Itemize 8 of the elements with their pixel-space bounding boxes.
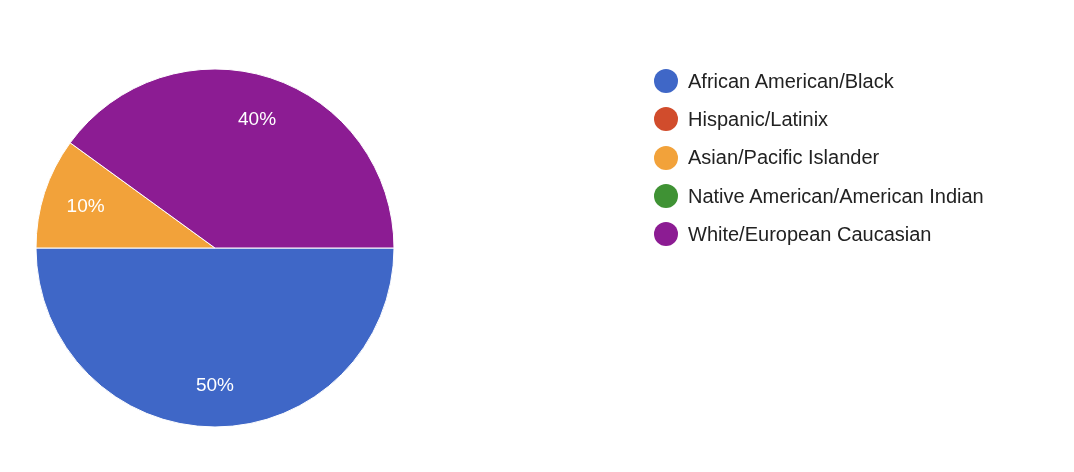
legend-label: Native American/American Indian: [688, 184, 984, 208]
data-label: 50%: [195, 373, 235, 395]
data-label: 10%: [66, 195, 105, 217]
legend-label: White/European Caucasian: [688, 222, 932, 246]
legend-label: Asian/Pacific Islander: [688, 146, 880, 170]
data-label: 40%: [238, 108, 277, 130]
legend-label: Hispanic/Latinix: [688, 107, 829, 131]
legend-label: African American/Black: [688, 69, 894, 93]
